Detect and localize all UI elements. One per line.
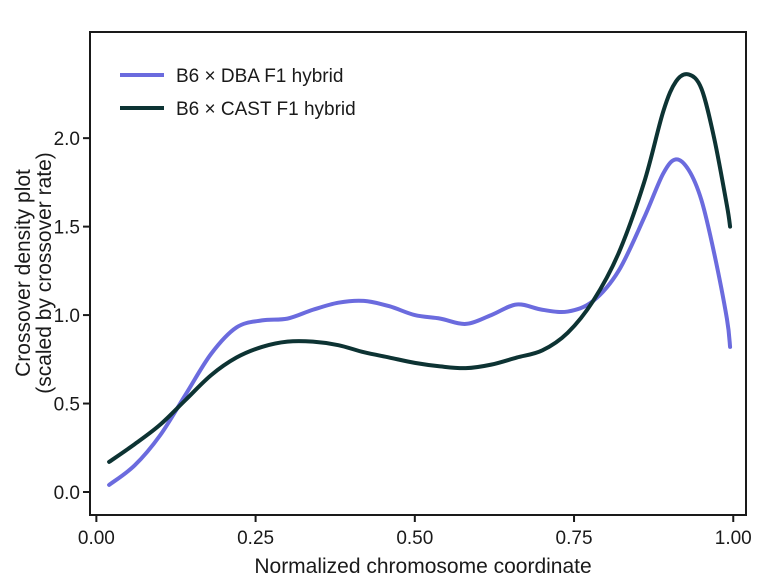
- y-tick-label: 2.0: [54, 129, 80, 150]
- series-line-2: [107, 72, 733, 464]
- y-axis-title-line-2: (scaled by crossover rate): [33, 152, 56, 394]
- y-axis-title-line-1: Crossover density plot: [12, 169, 35, 377]
- y-tick-label: 0.5: [54, 395, 80, 416]
- legend-label-2: B6 × CAST F1 hybrid: [176, 99, 356, 120]
- x-tick-label: 0.25: [237, 528, 274, 549]
- plot-frame: [89, 31, 747, 516]
- x-tick-label: 0.75: [556, 528, 593, 549]
- legend-label-1: B6 × DBA F1 hybrid: [176, 66, 343, 87]
- y-tick-label: 1.5: [54, 218, 80, 239]
- x-tick-label: 1.00: [715, 528, 752, 549]
- y-tick-label: 0.0: [54, 483, 80, 504]
- x-tick-label: 0.50: [396, 528, 433, 549]
- series-line-1: [107, 157, 733, 487]
- legend: B6 × DBA F1 hybrid B6 × CAST F1 hybrid: [120, 66, 356, 120]
- y-tick-label: 1.0: [54, 306, 80, 327]
- x-axis-title: Normalized chromosome coordinate: [254, 555, 591, 578]
- x-tick-label: 0.00: [78, 528, 115, 549]
